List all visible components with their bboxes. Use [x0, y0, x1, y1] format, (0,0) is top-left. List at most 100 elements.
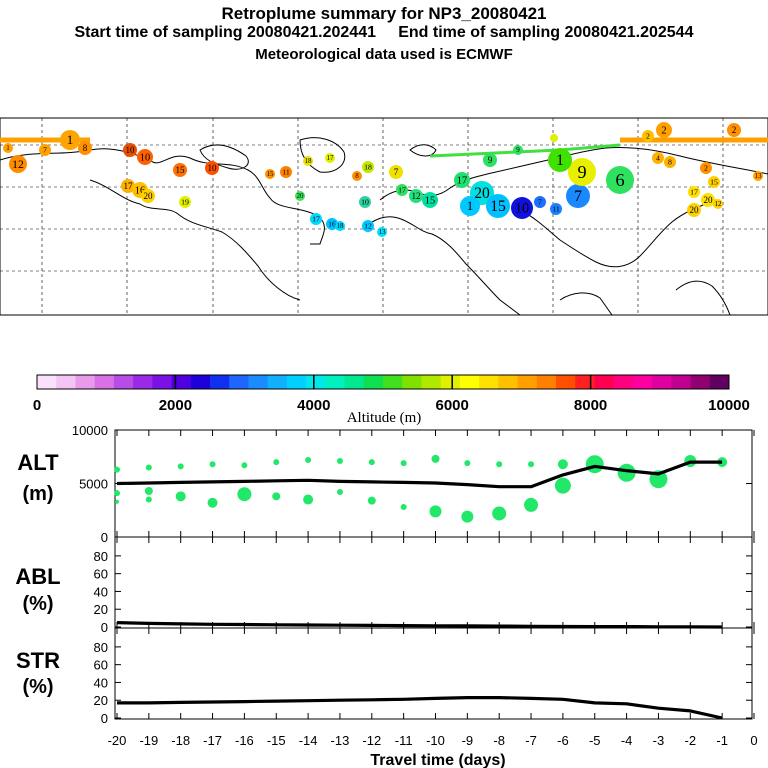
- x-tick-label: -18: [171, 733, 190, 748]
- colorbar-swatch: [536, 375, 557, 389]
- alt-cluster-point: [114, 490, 120, 497]
- x-tick-label: -2: [685, 733, 697, 748]
- x-tick-label: -4: [621, 733, 633, 748]
- plume-label: 11: [282, 168, 290, 177]
- alt-cluster-point: [114, 466, 120, 473]
- plume-circle: [325, 153, 335, 163]
- plume-label: 10: [515, 201, 529, 217]
- plume-label: 10: [207, 163, 217, 173]
- colorbar-swatch: [325, 375, 345, 389]
- plume-label: 10: [361, 198, 369, 207]
- colorbar-swatch: [594, 375, 615, 389]
- colorbar-swatch: [652, 375, 672, 389]
- colorbar-swatch: [267, 375, 288, 389]
- plume-circle: [137, 149, 153, 165]
- alt-cluster-point: [209, 461, 216, 468]
- x-tick-label: -1: [716, 733, 728, 748]
- str-panel-frame: [114, 627, 753, 720]
- colorbar-border: [36, 374, 730, 390]
- y-tick-label: 20: [94, 602, 108, 617]
- plume-label: 12: [12, 158, 24, 171]
- alt-cluster-point: [145, 496, 152, 503]
- plume-circle: [454, 172, 470, 188]
- plume-circle: [359, 196, 371, 208]
- colorbar-swatch: [479, 375, 499, 389]
- colorbar-swatch: [498, 375, 518, 389]
- colorbar-swatch: [671, 375, 691, 389]
- x-tick-label: -20: [108, 733, 127, 748]
- colorbar-swatch: [613, 375, 634, 389]
- alt-cluster-point: [524, 497, 539, 512]
- alt-cluster-point: [496, 461, 503, 468]
- x-tick-label: -7: [525, 733, 537, 748]
- y-tick-label: 60: [94, 567, 108, 582]
- alt-cluster-point: [272, 492, 281, 501]
- x-tick-label: -8: [493, 733, 505, 748]
- x-tick-label: -14: [299, 733, 318, 748]
- plume-circle: [362, 220, 374, 232]
- plume-circle: [265, 169, 275, 179]
- plume-circle: [377, 227, 387, 237]
- colorbar-swatch: [690, 375, 711, 389]
- alt-cluster-point: [144, 486, 153, 495]
- x-tick-label: -3: [653, 733, 665, 748]
- colorbar-label: Altitude (m): [347, 410, 422, 426]
- plume-label: 1: [556, 152, 564, 169]
- colorbar-swatch: [248, 375, 269, 389]
- colorbar-swatch: [171, 375, 192, 389]
- str-ylabel-unit: (%): [22, 676, 53, 698]
- plume-circle: [335, 221, 345, 231]
- colorbar-swatch: [229, 375, 249, 389]
- alt-cluster-point: [554, 477, 571, 494]
- plume-circle: [389, 165, 403, 179]
- plume-label: 9: [516, 146, 520, 154]
- plume-label: 20: [474, 185, 490, 202]
- colorbar-swatch: [210, 375, 230, 389]
- colorbar-swatch: [575, 375, 595, 389]
- alt-ylabel: ALT: [17, 450, 59, 475]
- plume-circle: [3, 143, 13, 153]
- plume-label: 15: [490, 198, 506, 215]
- abl-ylabel-unit: (%): [22, 593, 53, 615]
- plume-circle: [396, 184, 408, 196]
- plume-circle: [280, 166, 292, 178]
- plume-label: 20: [297, 192, 305, 200]
- plume-circle: [409, 189, 423, 203]
- abl-ylabel: ABL: [15, 564, 60, 589]
- alt-cluster-point: [429, 505, 442, 518]
- alt-series-line: [116, 460, 723, 489]
- y-tick-label: 0: [101, 620, 108, 635]
- alt-cluster-point: [431, 454, 440, 463]
- colorbar-swatch: [306, 375, 326, 389]
- colorbar-tick-label: 2000: [159, 397, 192, 414]
- y-tick-label: 80: [94, 549, 108, 564]
- alt-ylabel-unit: (m): [22, 483, 53, 505]
- colorbar-swatch: [75, 375, 96, 389]
- plume-circle: [727, 123, 741, 137]
- plume-label: 20: [703, 195, 713, 205]
- y-tick-label: 0: [101, 711, 108, 726]
- plume-circle: [656, 122, 672, 138]
- plume-circle: [713, 199, 723, 209]
- alt-cluster-point: [145, 464, 152, 471]
- plume-label: 10: [125, 145, 135, 155]
- alt-cluster-point: [273, 459, 280, 466]
- plume-circle: [687, 203, 701, 217]
- plume-circle: [483, 153, 497, 167]
- plume-circle: [701, 193, 715, 207]
- plume-label: 20: [143, 191, 153, 201]
- plume-circle: [550, 134, 558, 142]
- plume-label: 6: [615, 170, 624, 190]
- plume-circle: [326, 218, 338, 230]
- plume-label: 17: [690, 188, 698, 197]
- plume-circle: [550, 203, 562, 215]
- x-tick-label: -11: [395, 733, 413, 748]
- plume-label: 15: [425, 195, 435, 206]
- y-tick-label: 0: [101, 530, 108, 545]
- colorbar-swatch: [113, 375, 134, 389]
- plume-label: 7: [574, 188, 582, 205]
- str-series-line: [117, 696, 723, 720]
- plume-label: 18: [337, 222, 345, 230]
- x-tick-label: -10: [426, 733, 445, 748]
